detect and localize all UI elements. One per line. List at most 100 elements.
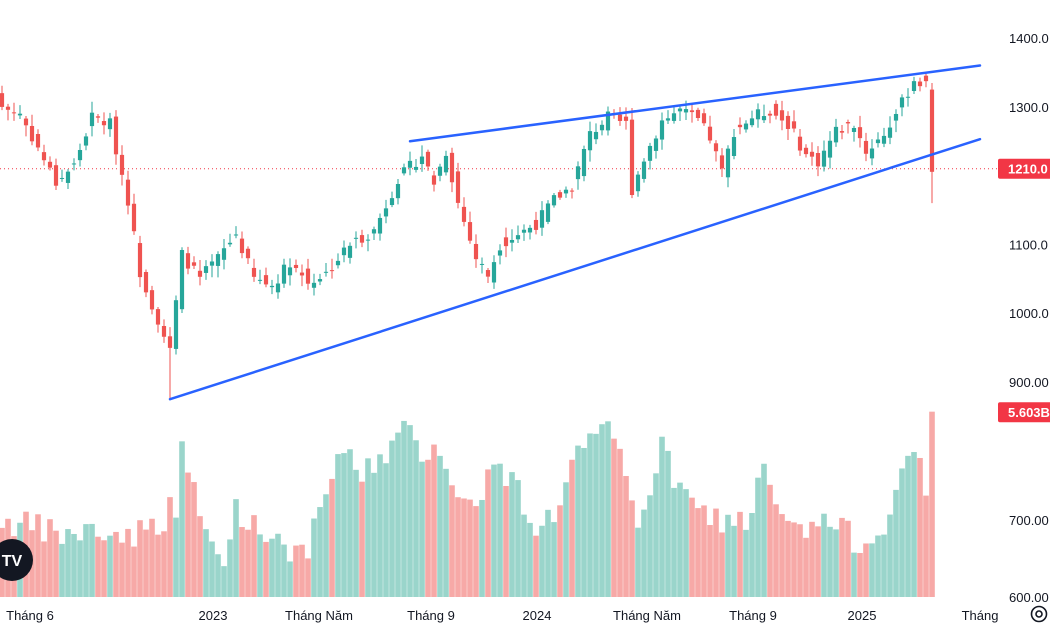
volume-bar [839, 517, 845, 597]
candle-body [293, 264, 299, 269]
volume-bar [899, 468, 905, 597]
candle-body [755, 109, 761, 120]
volume-bar [641, 509, 647, 597]
candle-body [749, 118, 755, 126]
volume-bar [149, 518, 155, 597]
volume-bar [677, 482, 683, 597]
volume-bar [791, 522, 797, 597]
candle-body [839, 131, 845, 133]
volume-tick-label: 600.00 [1009, 590, 1049, 605]
candle-body [509, 239, 515, 243]
volume-bar [53, 530, 59, 597]
volume-bar [161, 531, 167, 597]
volume-bar [377, 454, 383, 597]
volume-bar [623, 476, 629, 597]
volume-bar [95, 536, 101, 597]
trendline-lower-support[interactable] [168, 137, 982, 401]
candle-body [287, 267, 293, 276]
candle-body [815, 153, 821, 167]
candle-body [251, 267, 257, 277]
volume-bar [695, 508, 701, 597]
volume-bar [359, 481, 365, 597]
candle-body [659, 120, 665, 140]
volume-bar [809, 521, 815, 597]
volume-bar [191, 482, 197, 597]
volume-bar [371, 472, 377, 597]
candle-body [107, 118, 113, 130]
candle-body [179, 250, 185, 310]
volume-bar [227, 539, 233, 597]
volume-bar [539, 525, 545, 597]
candle-body [209, 261, 215, 266]
candle-body [47, 161, 53, 168]
time-tick-label: 2024 [523, 608, 552, 623]
volume-axis: 700.00 600.00 [1009, 513, 1049, 605]
volume-bar [515, 480, 521, 597]
volume-bar [41, 541, 47, 597]
trendline-upper-resistance[interactable] [408, 64, 982, 143]
volume-bar [665, 450, 671, 597]
volume-bar [125, 528, 131, 597]
volume-bar [485, 469, 491, 597]
last-volume-label: 5.603B [1008, 405, 1050, 420]
volume-bar [815, 526, 821, 597]
candle-body [455, 171, 461, 203]
candle-body [491, 262, 497, 283]
candle-body [665, 118, 671, 121]
volume-bar [293, 545, 299, 597]
price-tick-label: 1300.0 [1009, 100, 1049, 115]
candle-body [485, 270, 491, 277]
tradingview-logo-icon[interactable]: TV [0, 539, 33, 581]
candle-body [95, 116, 101, 118]
price-tick-label: 1400.0 [1009, 31, 1049, 46]
candle-body [257, 279, 263, 281]
volume-bar [869, 543, 875, 597]
volume-bar [509, 472, 515, 597]
candle-body [683, 109, 689, 113]
candle-body [311, 282, 317, 288]
candle-body [737, 124, 743, 128]
volume-bar [737, 511, 743, 597]
volume-bar [329, 478, 335, 597]
trendlines [168, 64, 982, 401]
candle-body [83, 136, 89, 146]
candle-body [887, 127, 893, 138]
volume-bar [917, 457, 923, 597]
candle-body [317, 279, 323, 282]
candle-body [35, 134, 41, 148]
candle-body [803, 147, 809, 155]
time-tick-label: 2025 [848, 608, 877, 623]
candle-body [365, 239, 371, 241]
volume-bar [599, 424, 605, 597]
candle-body [653, 138, 659, 151]
candle-body [203, 266, 209, 273]
volume-bar [179, 441, 185, 597]
candle-body [731, 137, 737, 157]
candle-body [353, 237, 359, 239]
candle-body [5, 106, 11, 110]
candle-body [875, 139, 881, 144]
candle-body [467, 222, 473, 241]
candle-body [713, 143, 719, 152]
volume-bar [263, 541, 269, 597]
volume-bar [659, 436, 665, 597]
volume-bar [557, 505, 563, 597]
candle-body [335, 260, 341, 266]
volume-bar [107, 535, 113, 597]
last-price-tag: 1210.0 [998, 158, 1050, 179]
candle-body [905, 96, 911, 98]
volume-bar [419, 461, 425, 597]
logo-text: TV [2, 553, 23, 570]
volume-bar [35, 514, 41, 597]
volume-bar [743, 529, 749, 597]
volume-bar [581, 447, 587, 597]
candle-body [437, 166, 443, 176]
volume-bar [101, 540, 107, 597]
candle-body [17, 113, 23, 116]
volume-bar [71, 533, 77, 597]
gear-icon[interactable] [1030, 605, 1048, 623]
candle-body [521, 229, 527, 233]
volume-bar [365, 458, 371, 597]
candle-body [623, 116, 629, 121]
